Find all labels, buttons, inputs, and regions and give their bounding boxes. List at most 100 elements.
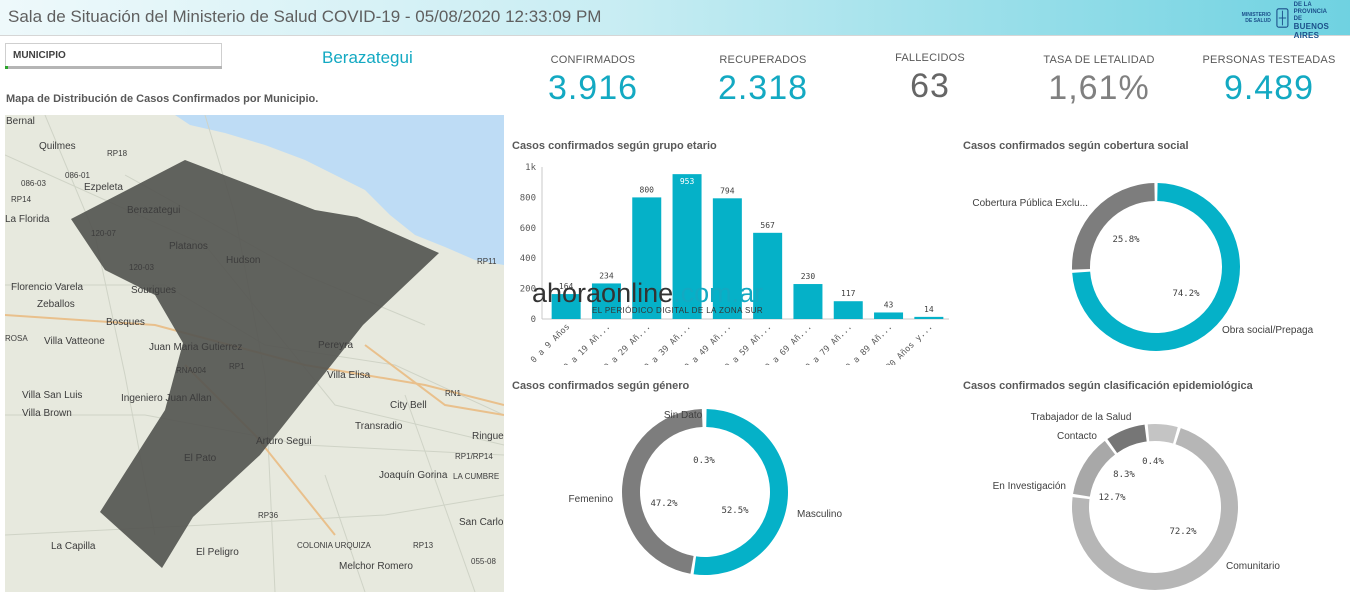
logo-province-small: GOBIERNO DE LA PROVINCIA DE	[1293, 0, 1327, 22]
slice-percent-label: 8.3%	[1113, 470, 1135, 480]
donut-slice[interactable]	[1072, 183, 1155, 270]
donut-slice[interactable]	[1107, 424, 1147, 453]
berazategui-region[interactable]	[71, 160, 439, 568]
map-place-label: La Florida	[5, 214, 50, 225]
map-place-label: Melchor Romero	[339, 561, 413, 572]
map-place-label: RP11	[477, 257, 497, 266]
map-place-label: Platanos	[169, 241, 208, 252]
map-place-label: El Pato	[184, 453, 217, 464]
donut-slice[interactable]	[1073, 440, 1116, 497]
age-bar[interactable]	[914, 316, 944, 319]
slice-percent-label: 52.5%	[721, 506, 749, 516]
y-tick-label: 1k	[525, 163, 536, 173]
map-place-label: RN1	[445, 389, 462, 398]
watermark-domain: .com.ar	[673, 278, 764, 308]
coverage-donut-chart[interactable]: 74.2% Obra social/Prepaga 25.8% Cobertura P…	[950, 155, 1350, 370]
map-place-label: San Carlo	[459, 517, 504, 528]
gender-chart-title: Casos confirmados según género	[512, 380, 690, 392]
map-place-label: RP18	[107, 149, 128, 158]
y-tick-label: 400	[520, 254, 536, 264]
age-bar[interactable]	[712, 198, 742, 319]
y-tick-label: 0	[531, 315, 536, 325]
map-canvas	[5, 115, 504, 592]
map-place-label: Juan Maria Gutierrez	[149, 342, 243, 353]
bar-value-label: 567	[760, 221, 775, 230]
slice-name-label: En Investigación	[993, 481, 1066, 492]
map-place-label: Zeballos	[37, 299, 75, 310]
age-bar[interactable]	[551, 294, 581, 319]
map-place-label: Joaquín Gorina	[379, 470, 448, 481]
age-bar[interactable]	[833, 301, 863, 319]
epi-chart-title: Casos confirmados según clasificación ep…	[963, 380, 1253, 392]
gender-donut-chart[interactable]: 52.5% Masculino 47.2% Femenino 0.3% Sin Dato	[510, 395, 940, 592]
kpi-label: TASA DE LETALIDAD	[1043, 54, 1155, 66]
map-place-label: Quilmes	[39, 141, 76, 152]
slice-name-label: Masculino	[797, 509, 842, 520]
map-place-label: 120-07	[91, 229, 116, 238]
map-place-label: Ezpeleta	[84, 182, 123, 193]
epi-donut-chart[interactable]: 72.2% Comunitario 12.7% En Investigación 8.3…	[950, 395, 1350, 592]
age-bar[interactable]	[672, 174, 702, 319]
ministry-logo: MINISTERIO DE SALUD GOBIERNO DE LA PROVI…	[1236, 0, 1334, 40]
bar-value-label: 800	[640, 185, 655, 194]
page-title: Sala de Situación del Ministerio de Salu…	[8, 7, 602, 26]
slice-percent-label: 12.7%	[1098, 493, 1126, 503]
municipio-filter-selection-bar	[5, 66, 222, 69]
river-water	[175, 115, 504, 265]
site-watermark: ahoraonline.com.ar EL PERIÓDICO DIGITAL …	[532, 272, 832, 322]
slice-name-label: Femenino	[569, 494, 614, 505]
slice-name-label: Cobertura Pública Exclu...	[972, 198, 1088, 209]
kpi-label: RECUPERADOS	[719, 54, 807, 66]
kpi-value: 2.318	[717, 69, 809, 107]
age-bar[interactable]	[753, 232, 783, 319]
kpi-fallecidos: FALLECIDOS 63	[845, 52, 1015, 106]
map-place-label: RP1	[229, 362, 245, 371]
map-place-label: RP1/RP14	[455, 452, 493, 461]
slice-percent-label: 47.2%	[650, 499, 678, 509]
map-place-label: Villa Vatteone	[44, 336, 105, 347]
kpi-tasa-de-letalidad: TASA DE LETALIDAD 1,61%	[1014, 54, 1184, 108]
map-place-label: RP13	[413, 541, 434, 550]
map-place-label: 120-03	[129, 263, 154, 272]
age-bar[interactable]	[874, 312, 904, 319]
selected-municipio: Berazategui	[322, 48, 413, 67]
map-place-label: 055-08	[471, 557, 496, 566]
donut-slice[interactable]	[693, 409, 789, 575]
bar-value-label: 14	[924, 305, 934, 314]
map-place-label: Florencio Varela	[11, 282, 84, 293]
slice-name-label: Trabajador de la Salud	[1031, 412, 1132, 423]
logo-province-text: GOBIERNO DE LA PROVINCIA DE BUENOS AIRES	[1294, 0, 1334, 41]
donut-slice[interactable]	[622, 409, 703, 574]
map-place-label: Villa San Luis	[22, 390, 83, 401]
slice-name-label: Sin Dato	[664, 410, 703, 421]
map-place-label: City Bell	[390, 400, 427, 411]
map-place-label: LA CUMBRE	[453, 472, 500, 481]
map-place-label: 086-03	[21, 179, 46, 188]
x-category-label: 0 a 9 Años	[529, 322, 572, 365]
map-place-label: Sourigues	[131, 285, 177, 296]
map-place-label: Ringue	[472, 431, 504, 442]
municipio-map[interactable]: Bernal Quilmes RP18 086-03 086-01 Ezpeleta RP1…	[5, 115, 504, 592]
map-place-label: Bosques	[106, 317, 145, 328]
age-bar[interactable]	[591, 283, 621, 319]
map-place-label: ROSA	[5, 334, 28, 343]
kpi-value: 1,61%	[1048, 69, 1150, 107]
age-bar[interactable]	[632, 197, 662, 319]
bar-value-label: 164	[559, 282, 574, 291]
slice-percent-label: 72.2%	[1169, 527, 1197, 537]
watermark-main: ahoraonline.com.ar	[532, 278, 763, 309]
slice-name-label: Contacto	[1057, 431, 1097, 442]
municipio-filter[interactable]: MUNICIPIO	[5, 43, 222, 69]
map-place-label: Hudson	[226, 255, 261, 266]
bar-value-label: 43	[884, 300, 894, 309]
bar-value-label: 230	[801, 272, 816, 281]
slice-percent-label: 25.8%	[1112, 235, 1140, 245]
donut-slice[interactable]	[1147, 424, 1178, 444]
map-place-label: RNA004	[176, 366, 207, 375]
map-title: Mapa de Distribución de Casos Confirmado…	[6, 93, 319, 105]
kpi-value: 63	[910, 67, 950, 105]
map-place-label: RP36	[258, 511, 279, 520]
map-place-label: Villa Brown	[22, 408, 72, 419]
age-bar[interactable]	[793, 284, 823, 319]
